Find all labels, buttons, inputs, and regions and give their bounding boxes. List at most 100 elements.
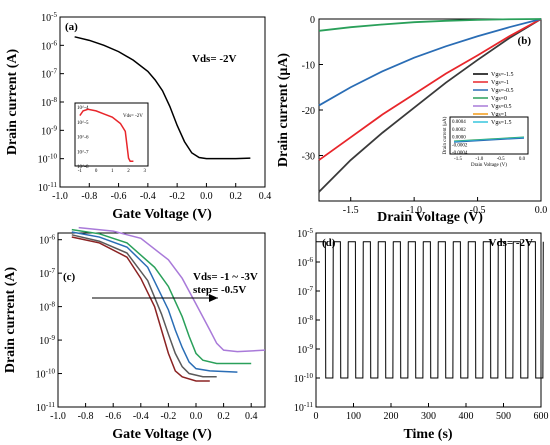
y-tick-label: 10-9 (39, 334, 55, 347)
trend-arrowhead (209, 294, 218, 302)
y-tick-label: 10-6 (41, 39, 57, 52)
inset-series-line (453, 136, 525, 142)
x-tick-label: 0.4 (259, 191, 272, 202)
panel-label: (c) (63, 271, 76, 283)
x-tick-label: -0.8 (78, 411, 94, 422)
x-tick-label: -0.6 (111, 191, 127, 202)
x-tick-label: 200 (384, 411, 399, 422)
inset-x-tick-label: 3 (144, 169, 147, 174)
legend-label: Vgs=-1.5 (491, 72, 514, 78)
x-tick-label: 0 (314, 411, 319, 422)
y-tick-label: 10-5 (41, 11, 57, 24)
inset-y-tick-label: -0.0002 (452, 143, 468, 148)
inset-x-tick-label: -1 (78, 169, 83, 174)
step-annotation: step= -0.5V (193, 284, 246, 296)
inset-y-tick-label: 10^-5 (77, 121, 89, 126)
x-tick-label: 0.0 (190, 411, 203, 422)
inset-x-tick-label: -1.0 (475, 157, 483, 162)
x-tick-label: 400 (459, 411, 474, 422)
inset-y-axis-label: Drain current (μA) (443, 116, 448, 154)
x-tick-label: -0.4 (133, 411, 149, 422)
vds-range-annotation: Vds= -1 ~ -3V (193, 271, 258, 283)
series-line (71, 228, 252, 365)
y-tick-label: 10-10 (294, 372, 314, 385)
inset-series-line (453, 137, 525, 143)
y-tick-label: 10-9 (297, 343, 313, 356)
inset-y-tick-label: 0.0000 (452, 136, 466, 141)
legend-label: Vgs=-0.5 (491, 88, 514, 94)
y-tick-label: 10-10 (36, 368, 56, 381)
x-tick-label: -0.2 (169, 191, 185, 202)
x-tick-label: 500 (496, 411, 511, 422)
y-tick-label: 10-11 (38, 181, 58, 194)
series-line (74, 36, 251, 160)
x-tick-label: 0.0 (535, 205, 548, 216)
inset-y-tick-label: 10^-8 (77, 165, 89, 170)
vds-annotation: Vds= -2V (192, 53, 237, 65)
legend-label: Vgs=1 (491, 112, 507, 118)
panel-label: (d) (322, 237, 336, 249)
y-tick-label: -30 (302, 152, 315, 163)
y-tick-label: 10-7 (41, 68, 57, 81)
inset-annotation: Vds= -2V (123, 114, 143, 119)
series-line (71, 234, 217, 378)
y-tick-label: -20 (302, 106, 315, 117)
series-line (318, 18, 542, 107)
y-tick-label: 10-6 (297, 256, 313, 269)
inset-series-line (453, 137, 525, 143)
panel-d: 0 100 200 300 400 500 600 10-11 10-10 10-9 10-8 10-… (294, 227, 549, 442)
panel-a: -1.0 -0.8 -0.6 -0.4 -0.2 0.0 0.2 0.4 10-11 10-10 1… (5, 11, 271, 222)
legend-label: Vgs=1.5 (491, 120, 512, 126)
y-tick-label: 10-6 (39, 234, 55, 247)
y-tick-label: 10-5 (297, 227, 313, 240)
x-axis-label: Drain Voltage (V) (377, 210, 483, 225)
x-tick-label: 0.2 (229, 191, 242, 202)
inset-series-line (79, 108, 134, 163)
y-tick-label: 10-8 (41, 96, 57, 109)
x-tick-label: 300 (421, 411, 436, 422)
x-tick-label: 100 (346, 411, 361, 422)
x-tick-label: -1.0 (50, 411, 66, 422)
x-tick-label: 600 (534, 411, 549, 422)
series-line (78, 226, 266, 353)
inset-frame (449, 116, 529, 155)
x-tick-label: -0.4 (140, 191, 156, 202)
x-tick-label: -0.5 (470, 205, 486, 216)
legend-label: Vgs=0 (491, 96, 507, 102)
x-tick-label: -0.8 (81, 191, 97, 202)
x-tick-label: 0.2 (217, 411, 230, 422)
x-tick-label: -1.0 (52, 191, 68, 202)
inset-x-tick-label: 2 (127, 169, 130, 174)
panel-b: -1.5 -1.0 -0.5 0.0 0 -10 -20 -30 (b) Vgs=-1.5 Vgs=… (276, 15, 547, 225)
x-axis-label: Gate Voltage (V) (112, 427, 212, 442)
y-tick-label: 0 (310, 15, 315, 26)
panel-label: (b) (518, 35, 532, 47)
x-tick-label: 0.0 (200, 191, 213, 202)
inset-x-tick-label: -0.5 (497, 157, 505, 162)
inset-y-tick-label: 10^-7 (77, 150, 89, 155)
y-tick-label: 10-11 (36, 401, 56, 414)
panel-c: -1.0 -0.8 -0.6 -0.4 -0.2 0.0 0.2 0.4 10-11 10-10 1… (3, 226, 266, 442)
inset-x-tick-label: 0.0 (519, 157, 526, 162)
inset-x-tick-label: 0 (95, 169, 98, 174)
inset-y-tick-label: 10^-4 (77, 106, 89, 111)
inset-y-tick-label: 10^-6 (77, 136, 89, 141)
y-tick-label: 10-10 (38, 153, 58, 166)
y-axis-label: Drain current (A) (5, 49, 20, 156)
y-tick-label: 10-7 (39, 267, 55, 280)
legend-label: Vgs=-1 (491, 80, 509, 86)
y-tick-label: 10-7 (297, 285, 313, 298)
series-line (318, 18, 542, 32)
inset-frame (74, 102, 149, 167)
inset-x-tick-label: 1 (111, 169, 114, 174)
x-tick-label: -0.2 (160, 411, 176, 422)
x-axis-label: Time (s) (403, 427, 452, 442)
series-line (316, 241, 544, 379)
legend-label: Vgs=0.5 (491, 104, 512, 110)
x-tick-label: -1.5 (343, 205, 359, 216)
panel-b-frame (318, 18, 542, 202)
y-tick-label: 10-9 (41, 124, 57, 137)
series-line (318, 18, 542, 161)
panel-label: (a) (65, 21, 78, 33)
